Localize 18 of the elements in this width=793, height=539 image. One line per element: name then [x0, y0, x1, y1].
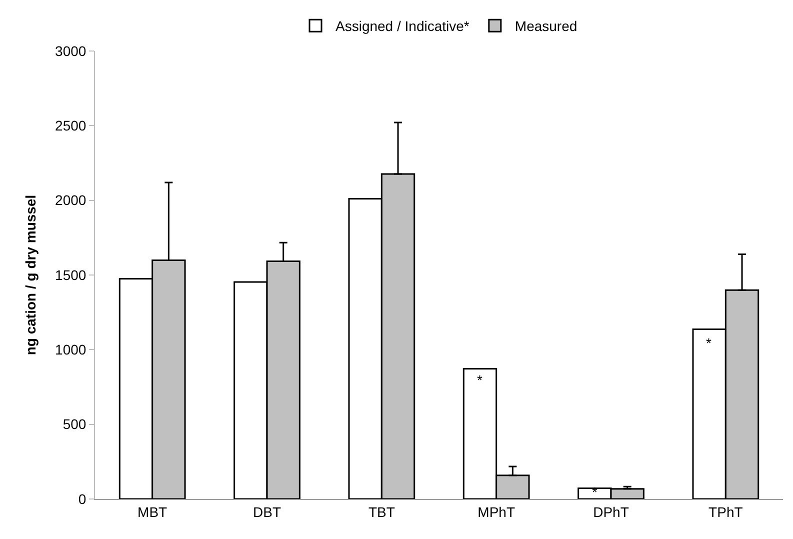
y-tick-label: 1500: [55, 266, 86, 283]
y-tick-label: 500: [62, 416, 86, 432]
x-tick-label: TPhT: [708, 504, 744, 520]
legend-label: Assigned / Indicative*: [336, 18, 470, 34]
x-tick-label: MBT: [138, 504, 168, 520]
x-tick-label: DPhT: [593, 504, 630, 520]
annotation: *: [706, 335, 712, 351]
y-tick-label: 2500: [55, 118, 86, 134]
y-axis-title: ng cation / g dry mussel: [22, 194, 39, 356]
y-tick-label: 1000: [55, 342, 86, 358]
x-tick-label: MPhT: [478, 504, 516, 520]
y-tick-label: 3000: [55, 42, 86, 59]
annotation: *: [477, 372, 483, 388]
x-tick-label: DBT: [253, 504, 282, 520]
y-tick-label: 0: [78, 490, 86, 507]
y-tick-label: 2000: [55, 192, 86, 208]
x-tick-label: TBT: [368, 504, 396, 520]
legend-label: Measured: [514, 18, 578, 34]
